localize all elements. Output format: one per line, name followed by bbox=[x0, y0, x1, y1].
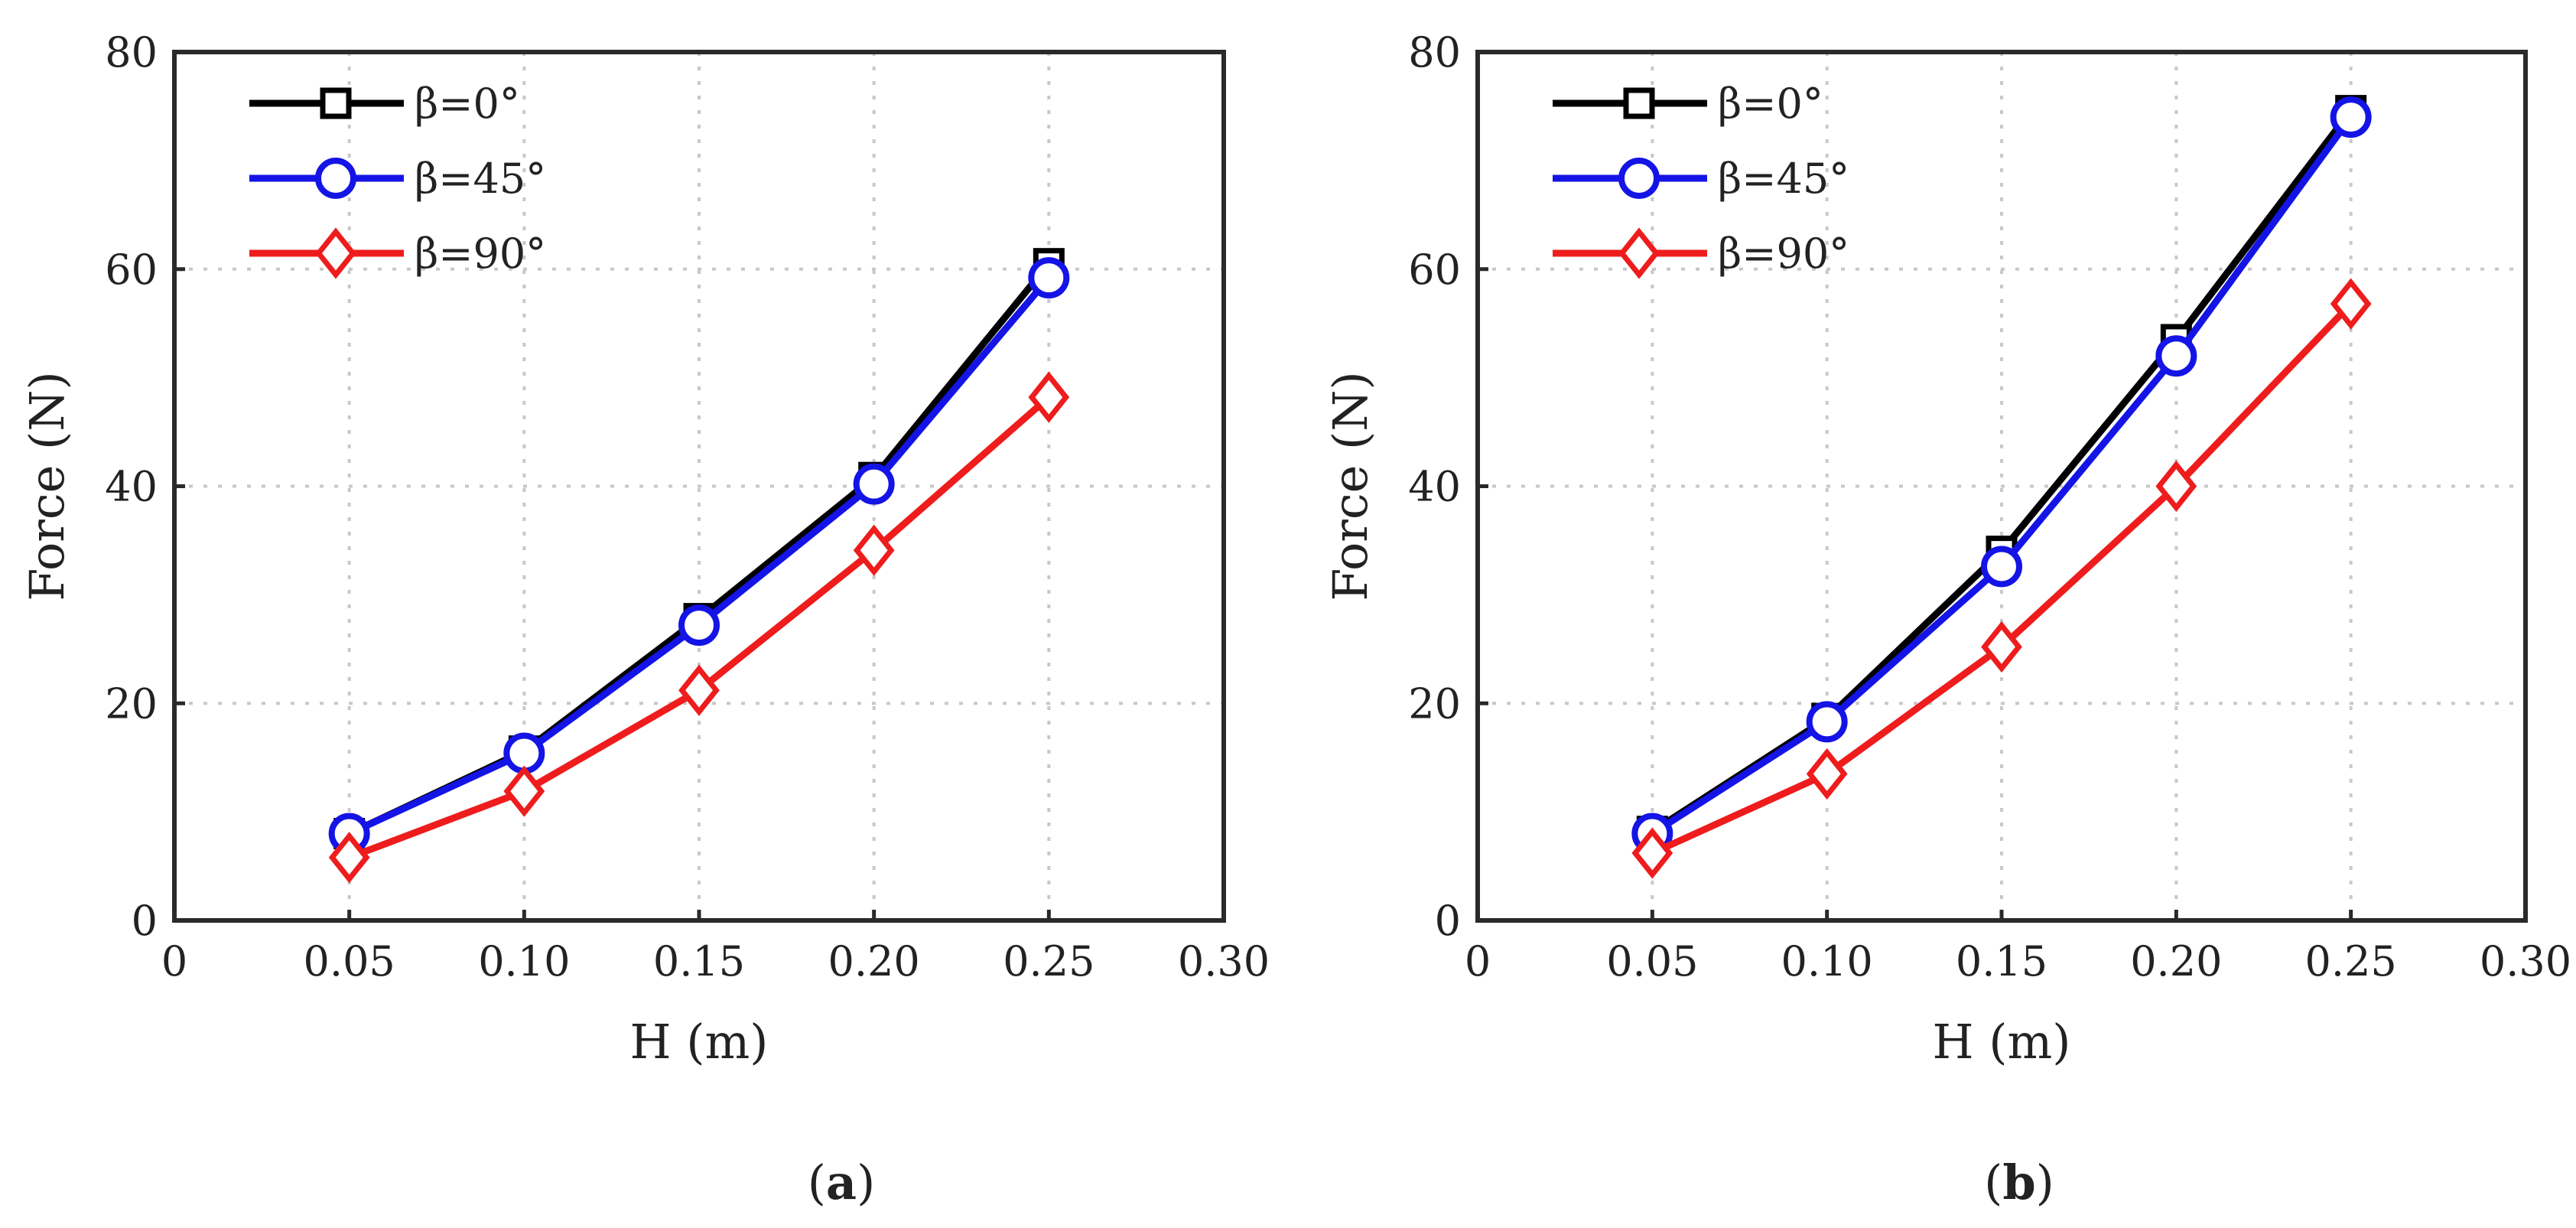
y-axis-label: Force (N) bbox=[1322, 371, 1378, 601]
data-point-circle bbox=[2155, 335, 2197, 377]
legend-marker-circle bbox=[315, 158, 356, 199]
y-tick-label: 80 bbox=[105, 28, 158, 77]
data-point-circle bbox=[678, 604, 720, 647]
x-tick-label: 0.05 bbox=[1606, 937, 1698, 985]
x-tick-label: 0.20 bbox=[2130, 937, 2222, 985]
data-point-circle bbox=[853, 463, 895, 505]
y-tick-label: 0 bbox=[1435, 897, 1461, 945]
x-tick-label: 0.30 bbox=[1178, 937, 1270, 985]
legend-marker-diamond bbox=[1618, 227, 1660, 279]
y-tick-label: 0 bbox=[132, 897, 158, 945]
x-axis-label: H (m) bbox=[1933, 1014, 2071, 1070]
data-point-diamond bbox=[2155, 460, 2197, 513]
x-tick-label: 0.10 bbox=[1781, 937, 1873, 985]
y-axis-label: Force (N) bbox=[19, 371, 75, 601]
x-tick-label: 0.25 bbox=[1003, 937, 1094, 985]
legend-entry: β=45° bbox=[1718, 155, 1849, 203]
panel-label-open: ( bbox=[1984, 1155, 2002, 1210]
data-point-circle bbox=[1028, 257, 1070, 299]
x-tick-label: 0.05 bbox=[304, 937, 395, 985]
panel-label-letter: a bbox=[826, 1155, 857, 1210]
x-tick-label: 0.15 bbox=[1956, 937, 2047, 985]
legend-marker-diamond bbox=[315, 227, 356, 279]
legend-marker-square bbox=[1623, 87, 1655, 119]
x-tick-label: 0.15 bbox=[653, 937, 745, 985]
x-tick-label: 0.25 bbox=[2305, 937, 2397, 985]
data-point-diamond bbox=[2330, 278, 2372, 330]
data-point-diamond bbox=[1028, 371, 1070, 423]
panel-label: (b) bbox=[1984, 1155, 2054, 1210]
x-tick-label: 0.10 bbox=[478, 937, 570, 985]
data-point-circle bbox=[2330, 96, 2372, 138]
data-point-circle bbox=[1806, 701, 1848, 743]
x-axis-label: H (m) bbox=[630, 1014, 769, 1070]
y-tick-label: 20 bbox=[105, 679, 158, 728]
y-tick-label: 60 bbox=[1408, 246, 1461, 294]
data-point-diamond bbox=[503, 765, 545, 817]
y-tick-label: 40 bbox=[105, 463, 158, 511]
chart-panel-b: 0 0.05 0.10 0.15 0.20 0.25 0.30 0 20 40 60 80 H (m) F… bbox=[1322, 28, 2571, 1210]
panel-label-open: ( bbox=[808, 1155, 826, 1210]
panel-label-close: ) bbox=[857, 1155, 875, 1210]
legend-marker-square bbox=[320, 87, 352, 119]
y-tick-label: 60 bbox=[105, 246, 158, 294]
data-point-circle bbox=[1981, 546, 2022, 588]
panel-label: (a) bbox=[808, 1155, 876, 1210]
data-point-diamond bbox=[328, 832, 370, 884]
data-point-diamond bbox=[853, 524, 895, 576]
data-point-diamond bbox=[1981, 621, 2022, 673]
x-tick-label: 0 bbox=[1465, 937, 1491, 985]
y-tick-label: 40 bbox=[1408, 463, 1461, 511]
y-tick-label: 20 bbox=[1408, 679, 1461, 728]
y-tick-label: 80 bbox=[1408, 28, 1461, 77]
chart-panel-a: 0 0.05 0.10 0.15 0.20 0.25 0.30 0 20 40 60 80 H (m) F… bbox=[19, 28, 1270, 1210]
x-tick-label: 0.20 bbox=[828, 937, 920, 985]
legend-entry: β=0° bbox=[415, 80, 520, 128]
panel-label-close: ) bbox=[2036, 1155, 2054, 1210]
x-tick-label: 0 bbox=[161, 937, 187, 985]
legend-marker-circle bbox=[1618, 158, 1660, 199]
data-point-diamond bbox=[678, 664, 720, 716]
data-point-diamond bbox=[1806, 748, 1848, 800]
data-point-diamond bbox=[1631, 827, 1673, 879]
legend-entry: β=90° bbox=[1718, 230, 1849, 278]
legend-entry: β=45° bbox=[415, 155, 546, 203]
panel-label-letter: b bbox=[2002, 1155, 2035, 1210]
legend-entry: β=90° bbox=[415, 230, 546, 278]
legend-entry: β=0° bbox=[1718, 80, 1823, 128]
x-tick-label: 0.30 bbox=[2480, 937, 2571, 985]
